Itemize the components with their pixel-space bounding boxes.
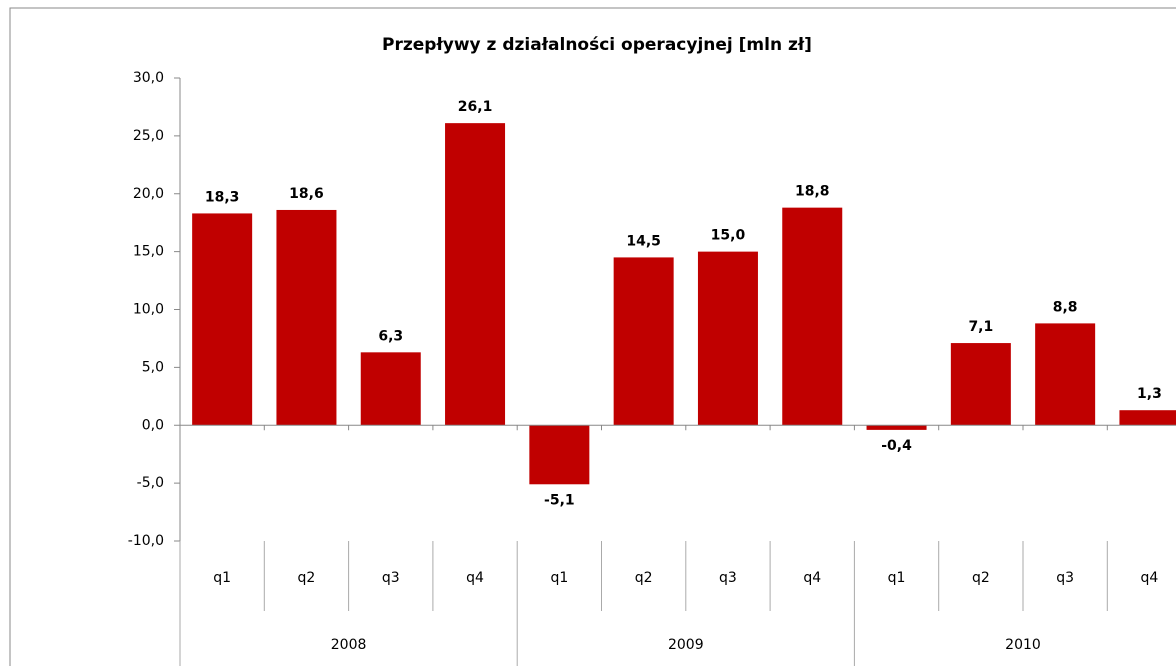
- bar: [782, 207, 843, 426]
- value-label: 18,8: [795, 184, 830, 200]
- value-label: 1,3: [1137, 386, 1162, 402]
- x-tick-label: q1: [213, 570, 231, 586]
- x-tick-label: q3: [382, 570, 400, 586]
- chart-border: [9, 7, 1176, 666]
- bar: [192, 213, 253, 426]
- y-tick-label: -5,0: [137, 475, 164, 491]
- y-tick-label: -10,0: [128, 533, 164, 549]
- bar: [360, 352, 421, 426]
- value-label: -0,4: [881, 438, 912, 454]
- bar: [445, 123, 506, 426]
- bar: [866, 425, 927, 430]
- value-label: 14,5: [626, 233, 661, 249]
- value-label: 7,1: [968, 319, 993, 335]
- y-tick-label: 10,0: [133, 302, 164, 318]
- group-label: 2010: [1005, 637, 1041, 653]
- x-tick-label: q2: [635, 570, 653, 586]
- x-tick-label: q3: [719, 570, 737, 586]
- bar: [950, 343, 1011, 426]
- x-tick-label: q4: [803, 570, 821, 586]
- chart-title: Przepływy z działalności operacyjnej [ml…: [382, 35, 812, 55]
- bar: [1119, 410, 1176, 426]
- bar: [613, 257, 674, 426]
- bar: [276, 209, 337, 426]
- x-tick-label: q2: [298, 570, 316, 586]
- bar: [1035, 323, 1096, 426]
- x-tick-label: q2: [972, 570, 990, 586]
- group-label: 2009: [668, 637, 704, 653]
- value-label: -5,1: [544, 492, 575, 508]
- x-tick-label: q3: [1056, 570, 1074, 586]
- y-tick-label: 20,0: [133, 186, 164, 202]
- x-tick-label: q1: [550, 570, 568, 586]
- value-label: 8,8: [1053, 299, 1078, 315]
- x-tick-label: q1: [888, 570, 906, 586]
- value-label: 26,1: [458, 99, 493, 115]
- y-tick-label: 30,0: [133, 70, 164, 86]
- value-label: 15,0: [711, 228, 746, 244]
- y-tick-label: 15,0: [133, 244, 164, 260]
- y-tick-label: 25,0: [133, 128, 164, 144]
- bar: [697, 251, 758, 426]
- x-tick-label: q4: [466, 570, 484, 586]
- bar: [529, 425, 590, 485]
- y-tick-label: 5,0: [142, 359, 164, 375]
- value-label: 18,6: [289, 186, 324, 202]
- value-label: 18,3: [205, 189, 240, 205]
- value-label: 6,3: [378, 328, 403, 344]
- x-tick-label: q4: [1141, 570, 1159, 586]
- y-tick-label: 0,0: [142, 417, 164, 433]
- group-label: 2008: [331, 637, 367, 653]
